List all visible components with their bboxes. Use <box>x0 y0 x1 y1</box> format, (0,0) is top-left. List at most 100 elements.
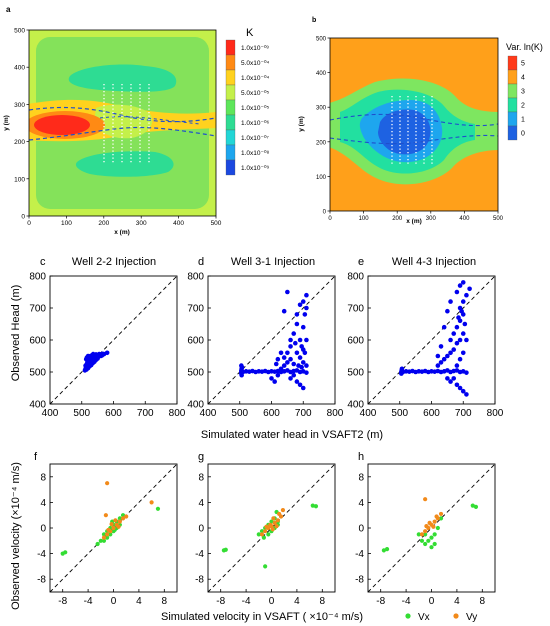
panel-e: e Well 4-3 Injection 400 500 600 700 800 400 5… <box>347 256 503 419</box>
head-point <box>300 347 306 352</box>
var-lnk-map <box>330 38 498 211</box>
vx-point <box>101 538 107 543</box>
var-map-ylabel: y (m) <box>298 116 305 132</box>
y-tick-label: 700 <box>187 304 204 315</box>
vy-point <box>423 497 428 502</box>
head-point <box>445 376 450 381</box>
vx-point <box>384 547 390 552</box>
head-title-e: Well 4-3 Injection <box>392 256 476 268</box>
y-tick-label: 400 <box>187 400 204 411</box>
legend-label: 5.0x10⁻⁰⁴ <box>241 59 270 67</box>
head-point <box>272 379 277 384</box>
vy-point <box>270 527 275 532</box>
x-tick-label: 400 <box>200 408 217 419</box>
head-point <box>454 382 460 388</box>
panel-label-e: e <box>358 256 364 268</box>
legend-label: 1.0x10⁻⁰³ <box>241 44 270 52</box>
y-tick-label: 8 <box>358 472 364 483</box>
vy-point <box>259 532 265 537</box>
y-tick-label: -8 <box>355 575 364 586</box>
head-point <box>288 344 293 349</box>
x-tick-label: 800 <box>327 408 344 419</box>
head-point <box>454 324 460 330</box>
head-point <box>281 363 287 368</box>
vx-point <box>256 532 261 537</box>
vx-point <box>117 516 122 521</box>
vx-point <box>63 550 68 555</box>
vy-point <box>124 514 129 519</box>
vy-point <box>106 527 111 533</box>
x-tick-label: 800 <box>487 408 504 419</box>
map-y-tick-label: 500 <box>14 28 25 35</box>
map-x-tick-label: 200 <box>98 220 109 227</box>
one-to-one-line <box>367 275 496 405</box>
legend-label: 1.0x10⁻⁰⁸ <box>241 149 270 157</box>
x-tick-label: 4 <box>136 596 142 607</box>
head-point <box>399 371 404 376</box>
x-tick-label: 500 <box>73 408 90 419</box>
k-map-xlabel: x (m) <box>114 229 130 236</box>
y-tick-label: -8 <box>195 575 204 586</box>
legend-swatch <box>225 144 236 161</box>
vy-point <box>431 524 436 529</box>
head-point <box>297 382 303 388</box>
legend-swatch <box>507 125 518 141</box>
velocity-ylabel: Observed velocity (×10⁻⁴ m/s) <box>10 462 22 610</box>
legend-vx-label: Vx <box>418 612 430 623</box>
y-tick-label: 400 <box>347 400 364 411</box>
vy-point <box>434 514 439 519</box>
vx-point <box>155 506 161 511</box>
y-tick-label: 4 <box>40 498 46 509</box>
head-point <box>288 337 293 343</box>
y-tick-label: 600 <box>187 336 204 347</box>
head-point <box>435 353 441 359</box>
y-tick-label: 800 <box>347 272 364 283</box>
vy-point <box>438 511 444 517</box>
legend-swatch <box>507 83 518 99</box>
head-point <box>239 363 244 368</box>
legend-swatch <box>225 99 236 116</box>
vy-point <box>149 500 154 505</box>
panel-label-a: a <box>6 5 11 14</box>
map-x-tick-label: 100 <box>359 216 370 222</box>
head-point <box>460 350 466 356</box>
head-point <box>291 331 297 336</box>
vx-point <box>473 504 479 509</box>
y-tick-label: 500 <box>347 368 364 379</box>
y-tick-label: -4 <box>355 549 364 560</box>
head-point <box>302 312 308 317</box>
k-map-frame <box>28 29 217 217</box>
panel-label-b: b <box>312 17 316 24</box>
vy-point <box>105 532 110 537</box>
y-tick-label: 8 <box>198 472 204 483</box>
vx-point <box>432 532 437 537</box>
x-tick-label: 800 <box>169 408 186 419</box>
vy-point <box>271 516 276 521</box>
head-point <box>457 385 463 391</box>
head-point <box>85 358 90 364</box>
head-point <box>275 372 281 378</box>
panel-c: c Well 2-2 Injection 400 500 600 700 800 400 5… <box>29 256 185 419</box>
y-tick-label: 400 <box>29 400 46 411</box>
vy-point <box>105 481 110 486</box>
x-tick-label: 600 <box>105 408 122 419</box>
y-tick-label: 0 <box>198 524 204 535</box>
head-point <box>304 337 309 343</box>
legend-label: 1.0x10⁻⁰⁷ <box>241 134 270 142</box>
head-point <box>435 363 441 368</box>
vx-point <box>435 525 440 531</box>
x-tick-label: 8 <box>162 596 168 607</box>
head-point <box>269 376 274 381</box>
head-point <box>300 360 306 365</box>
legend-label: 1.0x10⁻⁰⁹ <box>241 164 270 172</box>
panel-b: b 0 100 200 300 400 500 0 100 200 300 400 500 x (m)… <box>298 17 543 225</box>
map-y-tick-label: 0 <box>21 214 25 221</box>
head-point <box>278 350 284 356</box>
vx-point <box>426 538 431 543</box>
head-point <box>273 361 279 367</box>
vy-point <box>113 518 118 523</box>
var-zone-0 <box>378 109 431 155</box>
vx-point <box>105 535 110 540</box>
map-y-tick-label: 0 <box>323 210 327 216</box>
